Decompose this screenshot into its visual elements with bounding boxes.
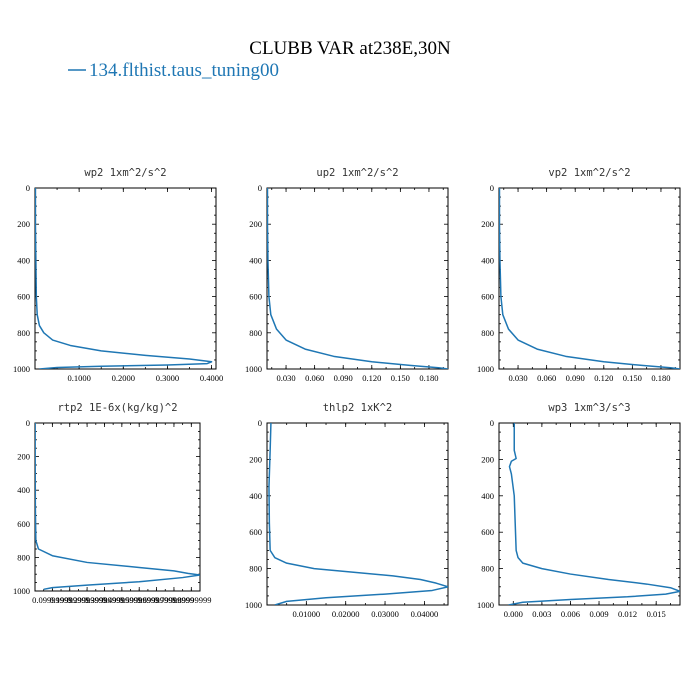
x-tick-label: 0.015 [647,609,666,619]
x-tick-label: 0.006 [561,609,580,619]
y-tick-label: 1000 [245,600,262,610]
x-tick-label: 0.120 [362,373,381,383]
series-line [35,423,200,591]
x-tick-label: 0.009 [589,609,608,619]
y-tick-label: 1000 [477,364,494,374]
x-tick-label: 0.02000 [332,609,360,619]
y-tick-label: 400 [481,255,494,265]
plot-frame [266,187,449,370]
legend-label: 134.flthist.taus_tuning00 [89,60,279,81]
y-tick-label: 0 [26,418,30,428]
y-tick-label: 600 [481,527,494,537]
series-line [35,188,213,369]
y-tick-label: 1000 [477,600,494,610]
x-tick-label: 0.090 [334,373,353,383]
x-tick-label: 0.03000 [371,609,399,619]
series-line [499,188,680,369]
x-tick-label: 0.19999999 [50,595,90,605]
x-tick-label: 0.39999999 [84,595,124,605]
y-tick-label: 600 [249,527,262,537]
x-tick-label: 0.79999999 [154,595,194,605]
x-tick-label: 0.030 [276,373,295,383]
series-line [268,423,448,605]
x-tick-label: 0.150 [623,373,642,383]
x-tick-label: 0.180 [651,373,670,383]
panel-2: up2 1xm^2/s^2 0 200 400 600 800 1000 0.030 0.060… [245,167,449,383]
y-tick-label: 0 [258,418,262,428]
series-line [508,423,680,605]
panel-6: wp3 1xm^3/s^3 0 200 400 600 800 1000 0.000 0.003… [477,402,681,619]
y-tick-label: 400 [17,485,30,495]
y-tick-label: 1000 [245,364,262,374]
series-line [267,188,448,369]
y-tick-label: 1000 [13,586,30,596]
plot-frame [34,187,217,370]
x-tick-label: 0.01000 [293,609,321,619]
x-tick-label: 0.29999999 [67,595,107,605]
y-tick-label: 600 [481,292,494,302]
y-tick-label: 800 [481,328,494,338]
x-tick-label: 0.003 [532,609,551,619]
panel-title: wp2 1xm^2/s^2 [84,167,166,179]
x-tick-label: 0.030 [508,373,527,383]
panel-title: thlp2 1xK^2 [323,402,393,414]
figure-title: CLUBB VAR at238E,30N [249,38,451,59]
y-tick-label: 800 [249,328,262,338]
x-tick-label: 0.49999999 [102,595,142,605]
x-tick-label: 0.04000 [411,609,439,619]
plot-frame [498,422,681,606]
x-tick-label: 0.090 [566,373,585,383]
x-tick-label: 0.2000 [112,373,135,383]
y-tick-label: 400 [17,255,30,265]
panel-title: wp3 1xm^3/s^3 [548,402,630,414]
x-tick-label: 0.89999999 [171,595,211,605]
y-tick-label: 200 [17,219,30,229]
x-tick-label: 0.1000 [67,373,90,383]
panel-5: thlp2 1xK^2 0 200 400 600 800 1000 0.01000 0.020… [245,402,449,619]
x-tick-label: 0.012 [618,609,637,619]
y-tick-label: 0 [490,183,494,193]
y-tick-label: 800 [481,564,494,574]
y-tick-label: 400 [249,255,262,265]
y-tick-label: 800 [249,564,262,574]
y-tick-label: 800 [17,328,30,338]
y-tick-label: 800 [17,552,30,562]
x-tick-label: 0.3000 [156,373,179,383]
y-tick-label: 200 [17,452,30,462]
panels: wp2 1xm^2/s^2 0 200 400 600 800 1000 0.1000 0.20… [13,167,681,619]
y-tick-label: 600 [17,292,30,302]
y-tick-label: 600 [249,292,262,302]
panel-title: vp2 1xm^2/s^2 [548,167,630,179]
y-tick-label: 0 [258,183,262,193]
plot-frame [498,187,681,370]
x-tick-label: 0.060 [305,373,324,383]
figure-legend: 134.flthist.taus_tuning00 [68,60,279,81]
y-tick-label: 0 [490,418,494,428]
y-tick-label: 0 [26,183,30,193]
y-tick-label: 600 [17,519,30,529]
x-tick-label: 0.000 [504,609,523,619]
x-tick-label: 0.59999999 [119,595,159,605]
x-tick-label: 0.4000 [200,373,223,383]
panel-1: wp2 1xm^2/s^2 0 200 400 600 800 1000 0.1000 0.20… [13,167,223,383]
x-tick-label: 0.150 [391,373,410,383]
y-tick-label: 200 [249,219,262,229]
x-tick-label: 0.120 [594,373,613,383]
y-tick-label: 200 [481,219,494,229]
y-tick-label: 1000 [13,364,30,374]
y-tick-label: 400 [481,491,494,501]
plot-frame [266,422,449,606]
panel-3: vp2 1xm^2/s^2 0 200 400 600 800 1000 0.030 0.060… [477,167,681,383]
x-tick-label: 0.09999999 [32,595,72,605]
x-tick-label: 0.060 [537,373,556,383]
panel-title: up2 1xm^2/s^2 [316,167,398,179]
x-tick-label: 0.69999999 [136,595,176,605]
y-tick-label: 400 [249,491,262,501]
x-tick-label: 0.180 [419,373,438,383]
y-tick-label: 200 [481,454,494,464]
y-tick-label: 200 [249,454,262,464]
panel-4: rtp2 1E-6x(kg/kg)^2 0 200 400 600 800 10000.09… [13,402,212,605]
panel-title: rtp2 1E-6x(kg/kg)^2 [57,402,177,414]
